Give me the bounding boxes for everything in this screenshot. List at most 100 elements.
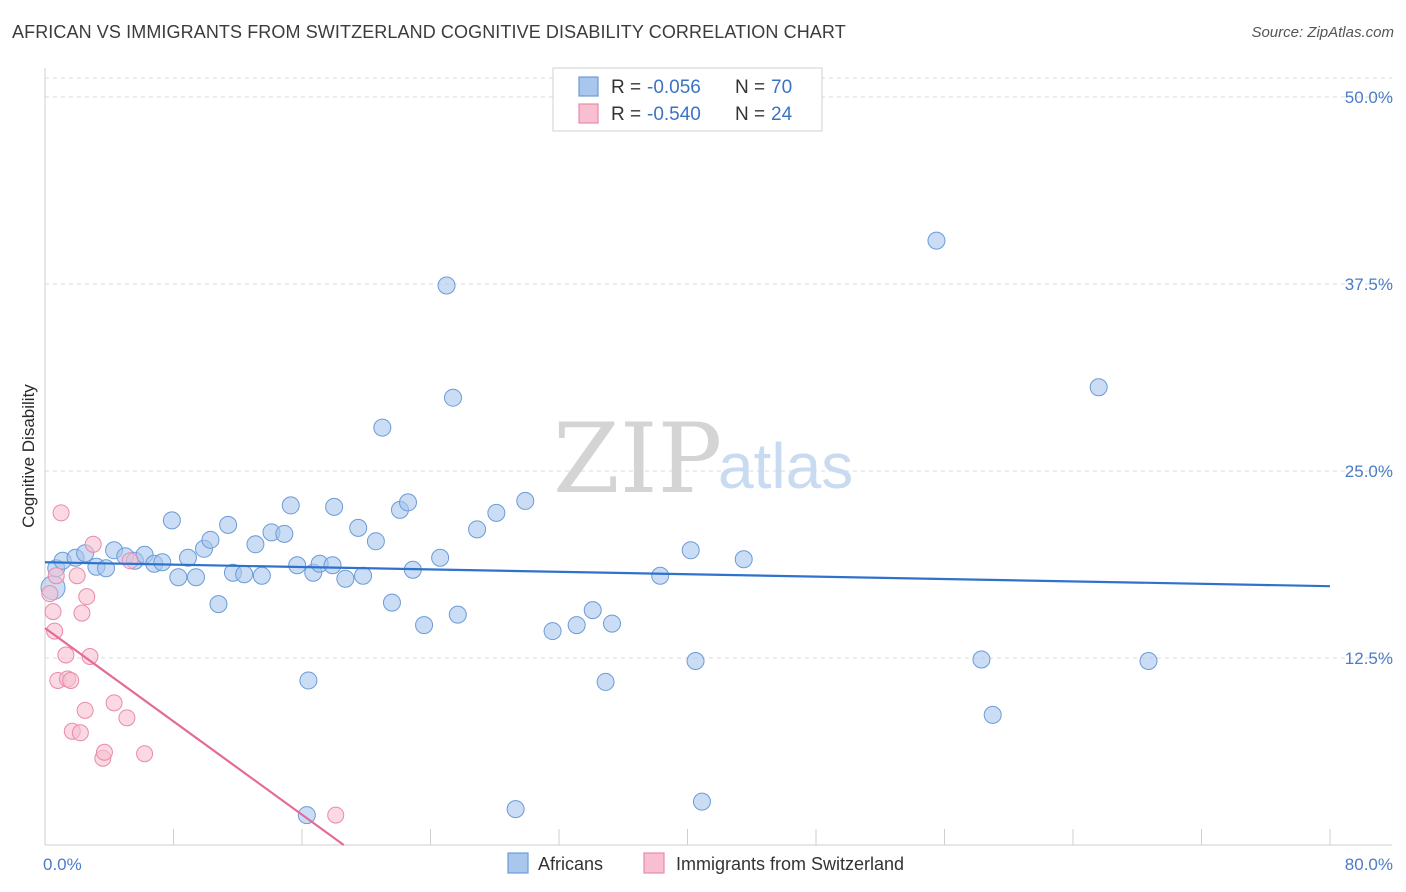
africans-point <box>468 520 487 539</box>
africans-point <box>734 550 753 569</box>
swiss-point <box>68 567 86 585</box>
y-tick-label-3: 50.0% <box>1345 88 1393 107</box>
africans-point <box>399 493 418 512</box>
swiss-point <box>121 552 139 570</box>
swiss-point <box>62 671 80 689</box>
bottom-legend-swiss-swatch <box>643 852 665 874</box>
swiss-point <box>44 603 62 621</box>
africans-point <box>299 671 318 690</box>
africans-point <box>692 792 711 811</box>
watermark-atlas: atlas <box>718 430 853 502</box>
x-tick-label-0: 0.0% <box>43 855 82 874</box>
axes <box>44 68 1392 846</box>
africans-point <box>516 491 535 510</box>
africans-point <box>681 541 700 560</box>
legend-africans-r-value: -0.056 <box>647 77 701 98</box>
africans-point <box>209 595 228 614</box>
africans-point <box>506 800 525 819</box>
africans-point <box>651 566 670 585</box>
africans-point <box>325 497 344 516</box>
africans-point <box>153 553 172 572</box>
africans-point <box>1089 378 1108 397</box>
bottom-legend-swiss-label: Immigrants from Switzerland <box>676 854 904 874</box>
top-legend: R = -0.056 N = 70 R = -0.540 N = 24 <box>552 67 823 132</box>
africans-point <box>543 622 562 641</box>
africans-point <box>431 548 450 567</box>
africans-point <box>246 535 265 554</box>
africans-point <box>178 548 197 567</box>
legend-swiss-n-value: 24 <box>771 104 793 125</box>
legend-swiss-r-value: -0.540 <box>647 104 701 125</box>
swiss-point <box>52 504 70 522</box>
africans-point <box>186 568 205 587</box>
africans-point <box>288 556 307 575</box>
africans-point <box>583 601 602 620</box>
swiss-point <box>46 622 64 640</box>
y-tick-label-1: 25.0% <box>1345 462 1393 481</box>
africans-point <box>275 524 294 543</box>
africans-point <box>1139 651 1158 670</box>
y-tick-label-0: 12.5% <box>1345 649 1393 668</box>
africans-point <box>162 511 181 530</box>
africans-point <box>281 496 300 515</box>
africans-point <box>201 530 220 549</box>
africans-point <box>983 705 1002 724</box>
africans-point <box>373 418 392 437</box>
africans-point <box>686 651 705 670</box>
africans-point <box>336 569 355 588</box>
africans-point <box>487 503 506 522</box>
swiss-point <box>57 646 75 664</box>
trend-lines <box>44 561 1331 846</box>
swiss-point <box>71 724 89 742</box>
africans-point <box>927 231 946 250</box>
africans-point <box>297 806 316 825</box>
africans-point <box>603 614 622 633</box>
legend-africans-swatch <box>578 76 599 97</box>
legend-swiss-swatch <box>578 103 599 124</box>
africans-point <box>349 518 368 537</box>
africans-point <box>415 616 434 635</box>
chart-title: AFRICAN VS IMMIGRANTS FROM SWITZERLAND C… <box>12 22 846 42</box>
x-tick-labels: 0.0% 80.0% <box>43 855 1393 874</box>
legend-africans-n-label: N = <box>735 77 765 98</box>
swiss-point <box>81 648 99 666</box>
africans-point <box>366 532 385 551</box>
swiss-point <box>118 709 136 727</box>
africans-point <box>252 566 271 585</box>
series-africans <box>40 231 1158 825</box>
y-axis-label: Cognitive Disability <box>19 384 38 528</box>
legend-swiss-n-label: N = <box>735 104 765 125</box>
swiss-point <box>327 806 345 824</box>
africans-point <box>567 616 586 635</box>
bottom-legend: Africans Immigrants from Switzerland <box>507 852 904 874</box>
legend-africans-r-label: R = <box>611 77 641 98</box>
africans-point <box>382 593 401 612</box>
x-tick-label-1: 80.0% <box>1345 855 1393 874</box>
africans-point <box>596 672 615 691</box>
africans-trend-line <box>44 561 1331 588</box>
source-label: Source: ZipAtlas.com <box>1251 24 1394 41</box>
swiss-point <box>47 567 65 585</box>
legend-swiss-r-label: R = <box>611 104 641 125</box>
africans-point <box>437 276 456 295</box>
swiss-trend-line <box>44 627 345 846</box>
africans-point <box>323 556 342 575</box>
watermark: ZIP atlas <box>553 403 853 515</box>
africans-point <box>354 566 373 585</box>
legend-africans-n-value: 70 <box>771 77 792 98</box>
swiss-point <box>84 535 102 553</box>
swiss-point <box>78 588 96 606</box>
swiss-point <box>73 604 91 622</box>
africans-point <box>448 605 467 624</box>
africans-point <box>443 388 462 407</box>
swiss-point <box>136 745 154 763</box>
swiss-point <box>95 743 113 761</box>
africans-point <box>972 650 991 669</box>
swiss-point <box>76 701 94 719</box>
bottom-legend-africans-label: Africans <box>538 854 603 874</box>
y-tick-labels: 12.5% 25.0% 37.5% 50.0% <box>1345 88 1393 668</box>
swiss-point <box>41 585 59 603</box>
swiss-point <box>105 694 123 712</box>
watermark-zip: ZIP <box>553 403 722 515</box>
bottom-legend-africans-swatch <box>507 852 529 874</box>
